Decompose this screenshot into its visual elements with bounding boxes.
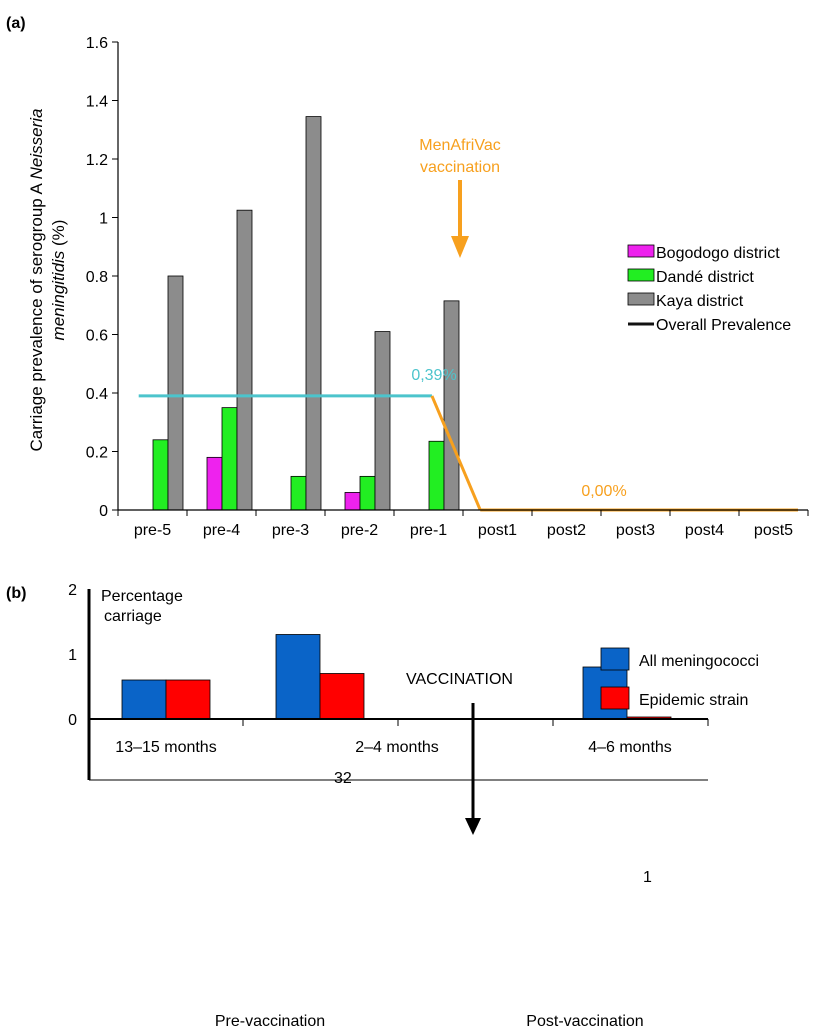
panel-a-y-tick-label: 0 bbox=[99, 503, 108, 520]
bar-dand-district-pre-5 bbox=[152, 439, 169, 511]
panel-a-label: (a) bbox=[6, 15, 26, 32]
overall-prevalence-pre-label: 0,39% bbox=[411, 367, 456, 384]
panel-b-x-tick-label: 13–15 months bbox=[115, 739, 216, 756]
vaccination-label: VACCINATION bbox=[406, 671, 513, 688]
bar-kaya-district-pre-2 bbox=[374, 331, 391, 511]
legend-label-dande: Dandé district bbox=[656, 269, 754, 286]
legend-swatch-kaya bbox=[627, 292, 655, 306]
legend-swatch-dande bbox=[627, 268, 655, 282]
bar-dand-district-pre-1 bbox=[428, 440, 445, 511]
panel-b-label: (b) bbox=[6, 585, 26, 602]
panel-b-y-tick-label: 2 bbox=[68, 582, 77, 599]
panel-b-x-tick-label: 2–4 months bbox=[355, 739, 439, 756]
panel-a-y-title-suffix: (%) bbox=[49, 220, 68, 251]
bar-bogodogo-district-pre-2 bbox=[344, 492, 361, 511]
panel-a-x-tick-label: pre-1 bbox=[410, 522, 447, 539]
bar-epidemic-strain-2-4-months bbox=[319, 673, 365, 720]
panel-a-x-tick-label: pre-2 bbox=[341, 522, 378, 539]
panel-a-y-tick-label: 1 bbox=[99, 211, 108, 228]
panel-a-x-tick-label: post2 bbox=[547, 522, 586, 539]
bar-kaya-district-pre-3 bbox=[305, 116, 322, 511]
panel-a-y-title-text: Carriage prevalence of serogroup A bbox=[27, 179, 46, 451]
panel-a-y-tick-label: 0.2 bbox=[86, 445, 108, 462]
panel-a-y-ticks: 0 0.2 0.4 0.6 0.8 1 1.2 1.4 1.6 bbox=[86, 35, 118, 520]
panel-a-y-tick-label: 0.6 bbox=[86, 328, 108, 345]
overall-prevalence-drop-line bbox=[430, 395, 482, 511]
panel-a-y-tick-label: 1.2 bbox=[86, 152, 108, 169]
legend-label-all-meningococci: All meningococci bbox=[639, 653, 759, 670]
bar-all-meningococci-2-4-months bbox=[275, 634, 321, 720]
bar-kaya-district-pre-1 bbox=[443, 300, 460, 511]
panel-a-x-tick-label: post1 bbox=[478, 522, 517, 539]
menafrivac-label-line2: vaccination bbox=[420, 159, 500, 176]
panel-a-y-axis-title-line2: meningitidis (%) bbox=[49, 220, 68, 341]
panel-a-x-tick-label: pre-4 bbox=[203, 522, 240, 539]
panel-a-y-title-italic: Neisseria bbox=[27, 108, 46, 179]
bar-annotation-1: 1 bbox=[643, 869, 652, 886]
vaccination-arrowhead-icon bbox=[451, 236, 469, 258]
panel-a-y-tick-label: 0.4 bbox=[86, 386, 108, 403]
menafrivac-label-line1: MenAfriVac bbox=[419, 137, 501, 154]
panel-a-y-title-italic2: meningitidis bbox=[49, 250, 68, 340]
panel-a-x-tick-label: pre-3 bbox=[272, 522, 309, 539]
panel-a: (a) Carriage prevalence of serogroup A N… bbox=[6, 15, 809, 539]
panel-b-x-ticks: 13–15 months 2–4 months 4–6 months bbox=[88, 719, 709, 756]
legend-label-overall: Overall Prevalence bbox=[656, 317, 791, 334]
bar-all-meningococci-13-15-months bbox=[121, 679, 167, 720]
legend-swatch-all-meningococci bbox=[600, 647, 630, 671]
panel-b-y-tick-label: 1 bbox=[68, 647, 77, 664]
bar-dand-district-pre-2 bbox=[359, 475, 376, 511]
panel-a-x-tick-label: post5 bbox=[754, 522, 793, 539]
panel-a-x-tick-label: pre-5 bbox=[134, 522, 171, 539]
panel-b: (b) Percentage carriage 0 1 2 13–15 months… bbox=[6, 582, 759, 1030]
panel-a-x-tick-label: post4 bbox=[685, 522, 724, 539]
panel-a-y-tick-label: 0.8 bbox=[86, 269, 108, 286]
panel-b-y-ticks: 0 1 2 bbox=[68, 582, 77, 729]
panel-a-bars bbox=[152, 116, 460, 511]
bar-bogodogo-district-pre-4 bbox=[206, 456, 223, 511]
bar-kaya-district-pre-5 bbox=[167, 275, 184, 511]
panel-b-y-tick-label: 0 bbox=[68, 712, 77, 729]
vaccination-arrowhead-b-icon bbox=[465, 818, 481, 835]
group-label-post-vaccination: Post-vaccination bbox=[526, 1013, 643, 1030]
bar-epidemic-strain-13-15-months bbox=[165, 679, 211, 720]
panel-a-y-tick-label: 1.6 bbox=[86, 35, 108, 52]
panel-a-x-tick-label: post3 bbox=[616, 522, 655, 539]
panel-b-y-title-line1: Percentage bbox=[101, 588, 183, 605]
panel-a-y-tick-label: 1.4 bbox=[86, 94, 108, 111]
bar-dand-district-pre-3 bbox=[290, 475, 307, 511]
legend-label-kaya: Kaya district bbox=[656, 293, 744, 310]
bar-annotation-32: 32 bbox=[334, 770, 352, 787]
panel-a-y-axis-title: Carriage prevalence of serogroup A Neiss… bbox=[27, 108, 46, 451]
overall-prevalence-post-label: 0,00% bbox=[581, 483, 626, 500]
legend-label-bogodogo: Bogodogo district bbox=[656, 245, 780, 262]
panel-b-x-tick-label: 4–6 months bbox=[588, 739, 672, 756]
panel-a-legend: Bogodogo district Dandé district Kaya di… bbox=[627, 244, 791, 334]
bar-kaya-district-pre-4 bbox=[236, 209, 253, 511]
panel-a-x-ticks: pre-5 pre-4 pre-3 pre-2 pre-1 post1 post2 post3… bbox=[117, 510, 809, 539]
bar-dand-district-pre-4 bbox=[221, 407, 238, 511]
legend-label-epidemic-strain: Epidemic strain bbox=[639, 692, 748, 709]
panel-b-y-title-line2: carriage bbox=[104, 608, 162, 625]
legend-swatch-epidemic-strain bbox=[600, 686, 630, 710]
legend-swatch-bogodogo bbox=[627, 244, 655, 258]
group-label-pre-vaccination: Pre-vaccination bbox=[215, 1013, 325, 1030]
panel-b-bars bbox=[121, 634, 672, 720]
